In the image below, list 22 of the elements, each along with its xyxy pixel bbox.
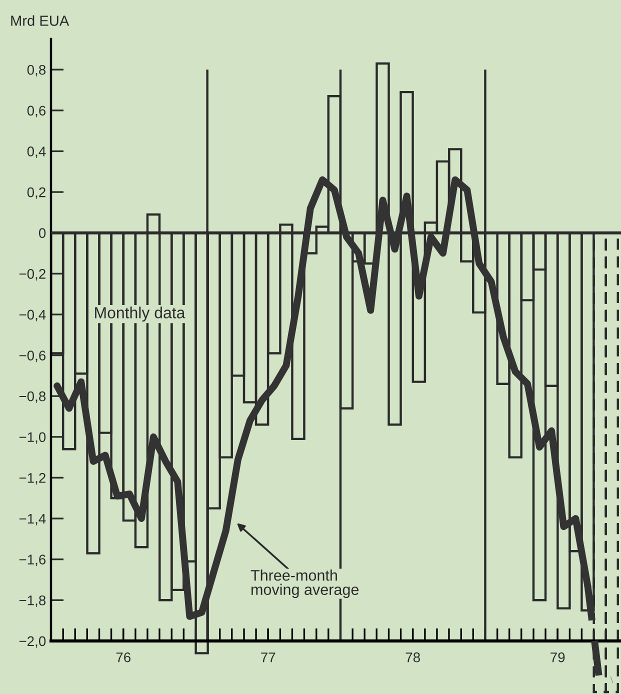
y-tick-label: 0,8 <box>27 64 46 76</box>
y-tick-label: −0,4 <box>19 310 46 322</box>
x-tick-label: 76 <box>116 652 130 662</box>
y-axis-title: Mrd EUA <box>11 15 70 26</box>
y-tick-label: −0,2 <box>19 268 46 280</box>
y-tick-label: −2,0 <box>19 636 46 648</box>
y-tick-label: −1,2 <box>19 473 46 485</box>
x-tick-label: 79 <box>550 652 565 662</box>
y-tick-label: −1,8 <box>19 595 46 607</box>
y-tick-label: −1,6 <box>19 554 46 566</box>
annotation: Monthly data <box>95 306 186 322</box>
y-tick-label: −1,4 <box>19 514 46 526</box>
y-tick-label: 0,4 <box>27 146 46 158</box>
y-tick-label: 0 <box>38 228 46 238</box>
x-tick-label: 77 <box>261 652 276 662</box>
y-tick-label: 0,2 <box>27 187 46 199</box>
y-tick-label: −0,6 <box>19 350 46 362</box>
y-tick-label: 0,6 <box>27 106 46 118</box>
y-tick-label: −1,0 <box>19 432 46 444</box>
annotation: Three-month moving average <box>250 570 359 598</box>
y-tick-label: −0,8 <box>19 391 46 403</box>
x-tick-label: 78 <box>406 652 420 662</box>
